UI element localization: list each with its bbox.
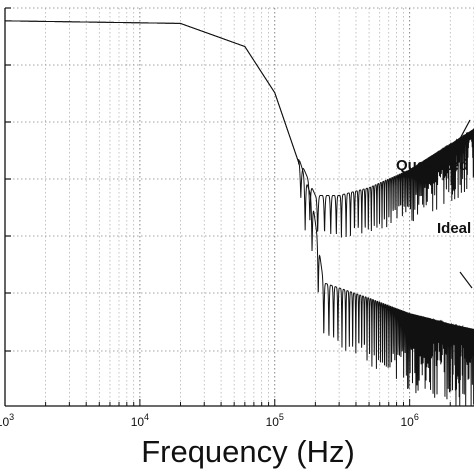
x-tick-label: 106 xyxy=(400,412,418,429)
x-tick-label: 105 xyxy=(266,412,284,429)
plot-series xyxy=(5,20,474,407)
x-tick-labels: 103 104 105 106 xyxy=(0,412,419,429)
x-tick-label: 103 xyxy=(0,412,14,429)
annotation-arrow-ideal xyxy=(459,271,473,289)
x-axis-label: Frequency (Hz) xyxy=(141,434,355,469)
series-line-ideal xyxy=(5,20,474,407)
x-tick-label: 104 xyxy=(131,412,149,429)
annotation-quantized: Quantized xyxy=(396,157,469,174)
axes-frame xyxy=(4,7,474,407)
annotation-ideal: Ideal xyxy=(437,220,471,237)
annotation-arrow-quantized xyxy=(454,119,471,149)
